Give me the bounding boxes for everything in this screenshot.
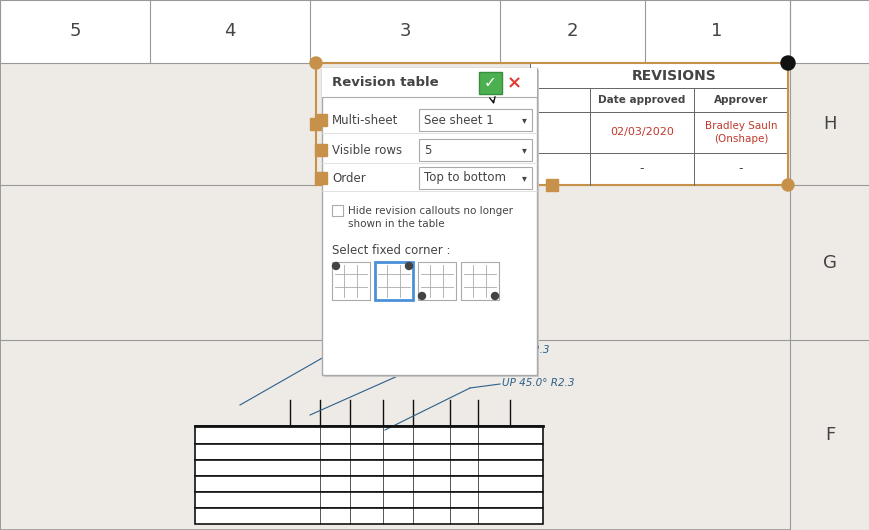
- Bar: [479, 72, 501, 94]
- Circle shape: [332, 262, 339, 269]
- Bar: [195, 426, 542, 444]
- Bar: [419, 139, 531, 161]
- Bar: [417, 262, 455, 300]
- Text: shown in the table: shown in the table: [348, 219, 444, 229]
- Circle shape: [405, 262, 412, 269]
- Bar: [0, 0, 869, 63]
- Text: 1: 1: [711, 22, 722, 40]
- Text: F: F: [824, 426, 834, 444]
- Text: See sheet 1: See sheet 1: [423, 113, 494, 127]
- Bar: [315, 172, 327, 184]
- Text: Revision table: Revision table: [332, 76, 438, 89]
- Bar: [309, 118, 322, 130]
- Bar: [195, 492, 542, 508]
- Circle shape: [491, 293, 498, 299]
- Text: -: -: [639, 163, 644, 175]
- Bar: [375, 262, 413, 300]
- Text: UP 35.0° R2.3: UP 35.0° R2.3: [476, 345, 549, 355]
- Circle shape: [781, 179, 793, 191]
- Bar: [195, 508, 542, 524]
- Bar: [332, 262, 369, 300]
- Text: 5: 5: [423, 144, 431, 156]
- Bar: [529, 63, 787, 88]
- Text: ▾: ▾: [521, 145, 526, 155]
- Bar: [322, 68, 536, 97]
- Text: UP 29.7° R2.3: UP 29.7° R2.3: [415, 317, 487, 327]
- Bar: [195, 476, 542, 492]
- Bar: [419, 109, 531, 131]
- Text: ×: ×: [506, 74, 521, 92]
- Text: ▾: ▾: [521, 173, 526, 183]
- Text: 5: 5: [70, 22, 81, 40]
- Bar: [546, 179, 557, 191]
- Bar: [461, 262, 499, 300]
- Text: ✓: ✓: [483, 75, 496, 91]
- Circle shape: [418, 293, 425, 299]
- Bar: [529, 88, 787, 112]
- Bar: [315, 144, 327, 156]
- Text: Select fixed corner :: Select fixed corner :: [332, 243, 450, 257]
- Text: Approver: Approver: [713, 95, 767, 105]
- Text: Visible rows: Visible rows: [332, 144, 401, 156]
- Text: 4: 4: [224, 22, 235, 40]
- Text: Date approved: Date approved: [598, 95, 685, 105]
- Text: -: -: [738, 163, 742, 175]
- Bar: [195, 444, 542, 460]
- Text: REVISIONS: REVISIONS: [631, 68, 715, 83]
- Bar: [529, 153, 787, 185]
- Bar: [529, 112, 787, 153]
- Text: UP 45.0° R2.3: UP 45.0° R2.3: [501, 378, 574, 388]
- Text: 2: 2: [566, 22, 577, 40]
- Text: 3: 3: [399, 22, 410, 40]
- Text: G: G: [822, 253, 836, 271]
- Text: Order: Order: [332, 172, 365, 184]
- Text: Hide revision callouts no longer: Hide revision callouts no longer: [348, 206, 513, 216]
- Bar: [322, 68, 536, 375]
- Bar: [332, 205, 342, 216]
- Bar: [323, 70, 539, 377]
- Circle shape: [309, 57, 322, 69]
- Text: Multi-sheet: Multi-sheet: [332, 113, 398, 127]
- Bar: [315, 114, 327, 126]
- Text: ▾: ▾: [521, 115, 526, 125]
- Text: H: H: [822, 115, 836, 133]
- Text: Bradley Sauln
(Onshape): Bradley Sauln (Onshape): [704, 121, 776, 144]
- Circle shape: [780, 56, 794, 70]
- Bar: [419, 167, 531, 189]
- Bar: [195, 460, 542, 476]
- Text: Top to bottom: Top to bottom: [423, 172, 506, 184]
- Text: 02/03/2020: 02/03/2020: [609, 128, 673, 137]
